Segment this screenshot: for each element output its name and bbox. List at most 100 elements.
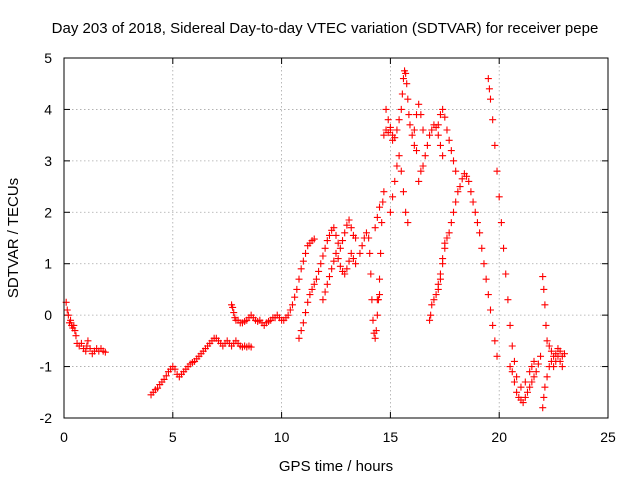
plus-marker [434,280,442,288]
plus-marker [402,69,410,77]
plus-marker [450,157,458,165]
data-point [493,352,501,360]
plus-marker [445,136,453,144]
data-point [526,368,534,376]
data-point [541,383,549,391]
data-point [334,239,342,247]
data-point [308,285,316,293]
plus-marker [543,373,551,381]
plus-marker [382,105,390,113]
data-point [480,260,488,268]
plus-marker [528,378,536,386]
plus-marker [336,244,344,252]
plus-marker [491,337,499,345]
data-point [389,193,397,201]
plus-marker [441,113,449,121]
data-point [70,321,78,329]
plus-marker [405,111,413,119]
plus-marker [432,291,440,299]
data-point [356,249,364,257]
data-point [541,301,549,309]
data-point [404,95,412,103]
data-point [376,291,384,299]
data-point [378,219,386,227]
plus-marker [482,275,490,283]
data-point [347,249,355,257]
plus-marker [349,255,357,263]
data-point [352,260,360,268]
plus-marker [537,352,545,360]
plus-marker [413,147,421,155]
data-point [334,255,342,263]
data-point [458,175,466,183]
data-point [154,384,162,392]
data-point [397,167,405,175]
plus-marker [530,357,538,365]
plus-marker [473,219,481,227]
plus-marker [517,383,525,391]
plot-frame [63,57,609,419]
plus-marker [391,177,399,185]
data-point [441,239,449,247]
y-tick-label: 3 [44,153,52,169]
data-point [471,208,479,216]
plus-marker [458,175,466,183]
data-point [415,177,423,185]
data-point [86,345,94,353]
plus-marker [485,85,493,93]
plus-marker [513,388,521,396]
data-point [519,399,527,407]
plus-marker [560,350,568,358]
plus-marker [450,208,458,216]
data-point [349,255,357,263]
data-point [312,275,320,283]
data-point [554,352,562,360]
data-point [452,167,460,175]
data-point [497,219,505,227]
plus-marker [352,234,360,242]
data-point [421,152,429,160]
data-point [434,131,442,139]
plus-marker [415,100,423,108]
plus-marker [428,301,436,309]
data-point [405,111,413,119]
x-tick-label: 15 [383,429,399,445]
data-point [556,357,564,365]
data-point [330,257,338,265]
data-point [434,280,442,288]
plus-marker [229,303,237,311]
plus-marker [417,111,425,119]
plus-marker [389,136,397,144]
plus-marker [534,360,542,368]
data-point [415,100,423,108]
data-point [306,291,314,299]
plus-marker [380,188,388,196]
plus-marker [315,267,323,275]
y-tick-label: 5 [44,50,52,66]
plus-marker [321,244,329,252]
plus-marker [399,75,407,83]
plus-marker [395,152,403,160]
data-point [247,343,255,351]
plus-marker [358,242,366,250]
data-point [72,332,80,340]
plus-marker [495,193,503,201]
data-point [410,141,418,149]
data-point [443,126,451,134]
data-point [389,136,397,144]
plus-marker [443,126,451,134]
data-point [445,136,453,144]
plus-marker [547,347,555,355]
data-point [395,116,403,124]
x-tick-label: 5 [169,429,177,445]
data-point [366,249,374,257]
data-point [417,111,425,119]
data-point [402,208,410,216]
plus-marker [554,352,562,360]
data-point [310,235,318,243]
plus-marker [484,75,492,83]
data-point [399,75,407,83]
data-point [508,368,516,376]
data-point [547,347,555,355]
